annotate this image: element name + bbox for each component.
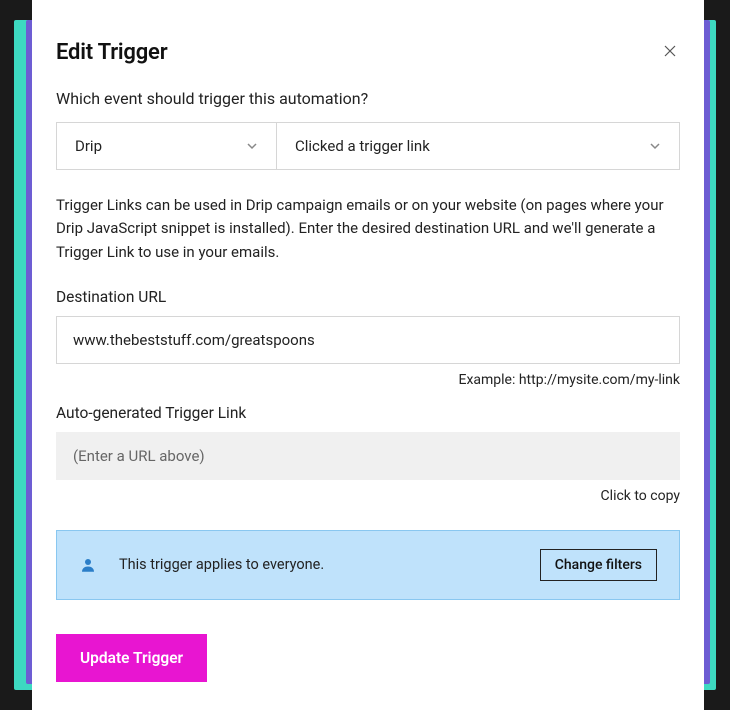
- autogen-link-label: Auto-generated Trigger Link: [56, 404, 680, 422]
- person-icon: [79, 556, 97, 574]
- trigger-selects-row: Drip Clicked a trigger link: [56, 122, 680, 170]
- click-to-copy-hint: Click to copy: [56, 488, 680, 504]
- trigger-description: Trigger Links can be used in Drip campai…: [56, 194, 680, 264]
- trigger-question: Which event should trigger this automati…: [56, 89, 680, 108]
- provider-select[interactable]: Drip: [56, 122, 276, 170]
- event-select-value: Clicked a trigger link: [295, 137, 430, 155]
- edit-trigger-modal: Edit Trigger Which event should trigger …: [32, 0, 704, 710]
- modal-title: Edit Trigger: [56, 40, 167, 65]
- close-icon[interactable]: [660, 41, 680, 64]
- chevron-down-icon: [246, 140, 258, 152]
- update-trigger-button[interactable]: Update Trigger: [56, 634, 207, 682]
- filter-info-panel: This trigger applies to everyone. Change…: [56, 530, 680, 600]
- destination-url-label: Destination URL: [56, 288, 680, 306]
- modal-header: Edit Trigger: [56, 40, 680, 65]
- change-filters-button[interactable]: Change filters: [540, 549, 657, 581]
- destination-url-example: Example: http://mysite.com/my-link: [56, 372, 680, 388]
- provider-select-value: Drip: [75, 137, 102, 155]
- event-select[interactable]: Clicked a trigger link: [276, 122, 680, 170]
- destination-url-input[interactable]: [56, 316, 680, 364]
- filter-applies-text: This trigger applies to everyone.: [119, 556, 324, 573]
- filter-info-left: This trigger applies to everyone.: [79, 556, 324, 574]
- chevron-down-icon: [649, 140, 661, 152]
- autogen-link-output[interactable]: (Enter a URL above): [56, 432, 680, 480]
